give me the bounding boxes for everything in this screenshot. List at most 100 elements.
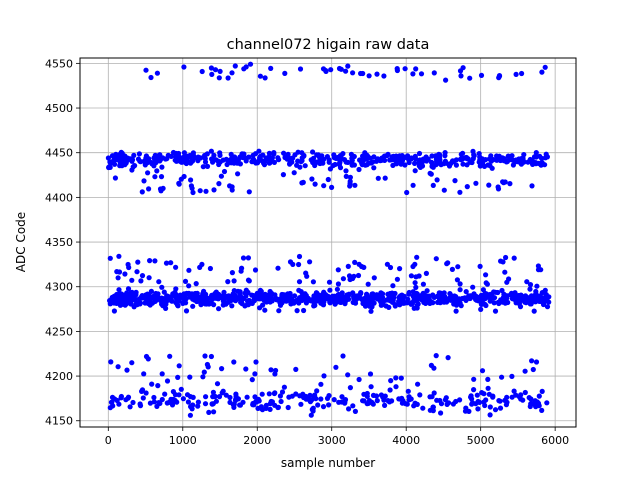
data-point — [469, 401, 475, 407]
data-point — [190, 150, 196, 156]
data-point — [181, 64, 187, 70]
data-point — [405, 155, 411, 162]
y-tick-label: 4200 — [45, 370, 73, 383]
data-point — [471, 152, 477, 158]
data-point — [272, 390, 278, 396]
data-point — [165, 293, 171, 299]
data-point — [201, 369, 207, 375]
data-point — [259, 391, 265, 397]
data-point — [156, 279, 162, 285]
data-point — [534, 283, 540, 289]
data-point — [235, 171, 241, 177]
data-point — [307, 392, 313, 398]
data-point — [507, 181, 513, 187]
data-point — [188, 160, 194, 166]
data-point — [275, 404, 281, 410]
data-point — [535, 267, 542, 273]
data-point — [212, 67, 219, 73]
data-point — [145, 356, 151, 362]
data-point — [310, 279, 316, 285]
data-point — [369, 304, 375, 310]
data-point — [468, 394, 474, 400]
data-point — [164, 378, 171, 384]
data-point — [223, 301, 229, 307]
data-point — [134, 269, 140, 275]
x-tick-label: 0 — [105, 434, 112, 447]
data-point — [116, 157, 122, 163]
data-point — [356, 166, 362, 173]
data-point — [279, 389, 286, 395]
data-point — [229, 187, 235, 193]
data-point — [366, 73, 372, 79]
data-point — [424, 288, 430, 294]
data-point — [138, 294, 144, 300]
data-point — [546, 294, 552, 300]
data-point — [481, 391, 487, 397]
data-point — [143, 390, 149, 396]
data-point — [318, 381, 324, 387]
data-point — [195, 403, 201, 409]
data-point — [237, 402, 243, 408]
y-tick-label: 4350 — [45, 236, 73, 249]
chart-title: channel072 higain raw data — [227, 37, 430, 53]
data-point — [431, 70, 437, 76]
data-point — [309, 176, 315, 182]
data-point — [249, 159, 255, 165]
data-point — [193, 281, 199, 287]
data-point — [496, 398, 502, 404]
data-point — [510, 162, 516, 168]
data-point — [146, 299, 152, 305]
data-point — [237, 293, 243, 299]
data-point — [235, 396, 241, 402]
data-point — [335, 281, 341, 287]
data-point — [116, 401, 122, 407]
data-point — [237, 289, 243, 295]
data-point — [544, 154, 551, 160]
data-point — [168, 260, 174, 266]
data-point — [499, 297, 505, 303]
data-point — [276, 308, 282, 314]
data-point — [111, 308, 117, 314]
data-point — [474, 392, 480, 398]
data-point — [345, 63, 351, 69]
data-point — [167, 353, 173, 359]
data-point — [539, 297, 545, 303]
data-point — [499, 374, 505, 380]
data-point — [429, 160, 435, 166]
data-point — [114, 295, 120, 301]
data-point — [536, 393, 542, 399]
data-point — [154, 168, 160, 174]
data-point — [271, 159, 277, 165]
data-point — [449, 266, 455, 272]
data-point — [430, 182, 436, 188]
data-point — [114, 269, 120, 275]
data-point — [329, 184, 335, 190]
data-point — [252, 394, 258, 400]
data-point — [135, 156, 142, 162]
data-point — [152, 152, 158, 158]
data-point — [148, 288, 154, 294]
data-point — [157, 186, 164, 192]
data-point — [215, 296, 221, 302]
data-point — [524, 294, 530, 300]
data-point — [497, 405, 504, 411]
data-point — [203, 394, 209, 400]
data-point — [361, 296, 367, 302]
data-point — [513, 71, 519, 77]
data-point — [413, 66, 419, 72]
data-point — [231, 404, 237, 410]
data-point — [294, 308, 300, 314]
data-point — [393, 375, 399, 381]
data-point — [151, 399, 157, 405]
data-point — [533, 154, 539, 160]
data-point — [277, 302, 284, 308]
data-point — [368, 384, 374, 390]
data-point — [382, 175, 388, 181]
data-point — [170, 291, 176, 297]
data-point — [335, 267, 341, 273]
data-point — [151, 394, 157, 401]
data-point — [306, 397, 312, 403]
data-point — [143, 67, 149, 73]
data-point — [141, 178, 147, 184]
